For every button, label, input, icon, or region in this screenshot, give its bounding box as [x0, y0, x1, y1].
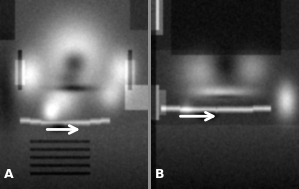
Text: A: A — [4, 168, 14, 181]
Text: B: B — [155, 168, 164, 181]
